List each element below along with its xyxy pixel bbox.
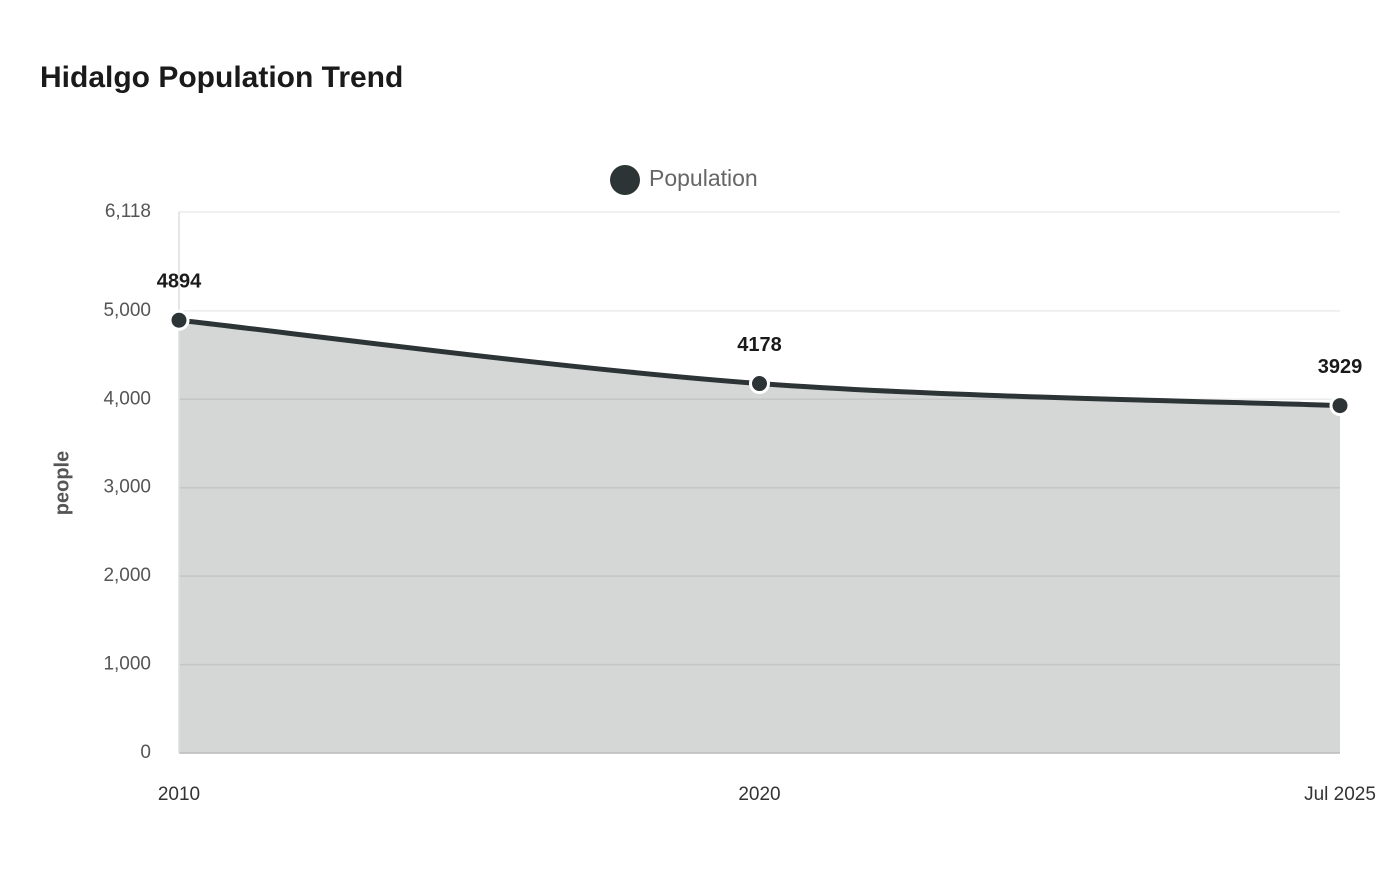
area [179,320,1340,753]
x-tick-label: Jul 2025 [1304,784,1376,805]
y-tick-label: 3,000 [103,477,151,498]
y-tick-label: 5,000 [103,300,151,321]
data-label: 4178 [737,334,782,356]
chart-title: Hidalgo Population Trend [40,61,403,94]
y-tick-label: 2,000 [103,565,151,586]
y-tick-label: 6,118 [105,201,151,222]
data-label: 4894 [157,271,202,293]
data-label: 3929 [1318,356,1363,378]
y-tick-label: 4,000 [103,388,151,409]
x-tick-label: 2020 [738,784,780,805]
legend-marker [610,165,640,195]
point [168,309,190,331]
y-axis-label: people [51,451,73,515]
legend-label: Population [649,165,758,191]
point [749,373,770,395]
y-tick-label: 0 [140,742,151,763]
point [1329,395,1351,417]
y-tick-label: 1,000 [103,654,151,675]
x-tick-label: 2010 [158,784,200,805]
